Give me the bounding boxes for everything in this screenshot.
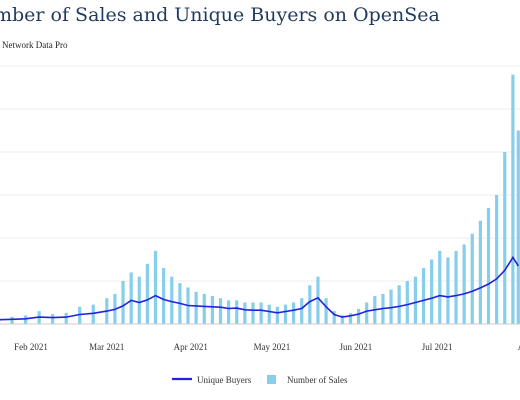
sales-bar xyxy=(267,304,271,324)
legend: Unique Buyers Number of Sales xyxy=(172,375,348,385)
sales-bar xyxy=(137,276,141,324)
sales-bar xyxy=(470,233,474,324)
sales-bar xyxy=(153,250,158,324)
sales-bar xyxy=(129,272,133,324)
sales-bar xyxy=(251,302,255,324)
sales-bar xyxy=(421,268,426,324)
sales-bar xyxy=(210,296,214,324)
sales-bar xyxy=(170,276,174,324)
sales-bar xyxy=(438,250,442,324)
sales-bar xyxy=(51,314,55,324)
sales-bar xyxy=(145,263,150,324)
sales-bar xyxy=(397,285,401,324)
sales-bar xyxy=(405,281,409,324)
unique-buyers-line xyxy=(0,255,519,321)
sales-bar xyxy=(503,152,507,324)
grid-lines xyxy=(0,65,520,282)
sales-bar xyxy=(340,315,344,324)
sales-bar xyxy=(23,315,28,324)
sales-bar xyxy=(413,276,418,324)
chart-title: mber of Sales and Unique Buyers on OpenS… xyxy=(0,4,440,26)
sales-bar xyxy=(235,300,239,324)
sales-bar xyxy=(162,268,166,324)
sales-bar xyxy=(275,306,279,324)
sales-bar xyxy=(283,304,288,324)
x-tick-label: Feb 2021 xyxy=(14,342,48,352)
sales-bar xyxy=(121,281,125,324)
x-tick-label: A xyxy=(518,342,520,352)
sales-bar xyxy=(478,220,482,324)
sales-bar xyxy=(356,308,361,324)
sales-bar xyxy=(202,293,206,324)
sales-bar xyxy=(78,306,82,324)
x-axis-ticks: Feb 2021 Mar 2021 Apr 2021 May 2021 Jun 2021… xyxy=(14,342,520,352)
legend-bar-swatch xyxy=(267,375,276,384)
sales-bar xyxy=(91,304,95,324)
sales-bar xyxy=(446,257,450,324)
sales-bar xyxy=(218,298,223,324)
sales-bar xyxy=(10,316,14,324)
sales-bar xyxy=(291,302,296,324)
sales-bar xyxy=(430,259,434,324)
sales-bar xyxy=(308,285,312,324)
sales-bar xyxy=(243,302,247,324)
x-tick-label: May 2021 xyxy=(254,342,291,352)
legend-label-unique-buyers: Unique Buyers xyxy=(197,375,252,385)
sales-bar xyxy=(324,298,328,324)
x-tick-label: Apr 2021 xyxy=(174,342,208,352)
legend-label-number-of-sales: Number of Sales xyxy=(287,375,348,385)
sales-bar xyxy=(316,276,320,324)
sales-bar xyxy=(365,302,369,324)
sales-bar xyxy=(64,312,68,324)
sales-bar xyxy=(259,302,263,324)
sales-bar xyxy=(332,311,336,324)
x-tick-label: Jun 2021 xyxy=(339,342,372,352)
chart-subtitle: Network Data Pro xyxy=(2,40,68,50)
sales-bar xyxy=(348,313,353,324)
sales-bar xyxy=(516,130,520,324)
sales-bar xyxy=(389,289,393,324)
sales-bar xyxy=(511,74,515,324)
sales-bar xyxy=(495,195,499,324)
sales-bar xyxy=(486,207,491,324)
x-tick-label: Jul 2021 xyxy=(422,342,453,352)
sales-bar xyxy=(300,298,304,324)
sales-bar xyxy=(462,244,466,324)
sales-bars xyxy=(0,74,520,324)
sales-bar xyxy=(227,300,231,324)
sales-bar xyxy=(454,250,458,324)
x-tick-label: Mar 2021 xyxy=(89,342,124,352)
sales-bar xyxy=(194,291,198,324)
